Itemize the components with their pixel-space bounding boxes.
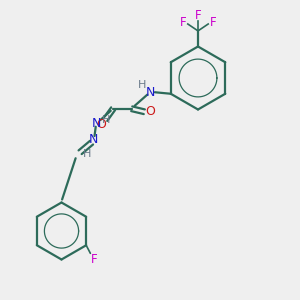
Text: F: F xyxy=(91,253,98,266)
Text: N: N xyxy=(89,133,98,146)
Text: O: O xyxy=(146,105,155,118)
Text: N: N xyxy=(146,86,155,99)
Text: H: H xyxy=(82,149,91,159)
Text: F: F xyxy=(195,9,201,22)
Text: F: F xyxy=(210,16,216,29)
Text: O: O xyxy=(96,118,106,131)
Text: H: H xyxy=(138,80,146,90)
Text: H: H xyxy=(102,115,110,124)
Text: N: N xyxy=(92,117,101,130)
Text: F: F xyxy=(180,16,186,29)
